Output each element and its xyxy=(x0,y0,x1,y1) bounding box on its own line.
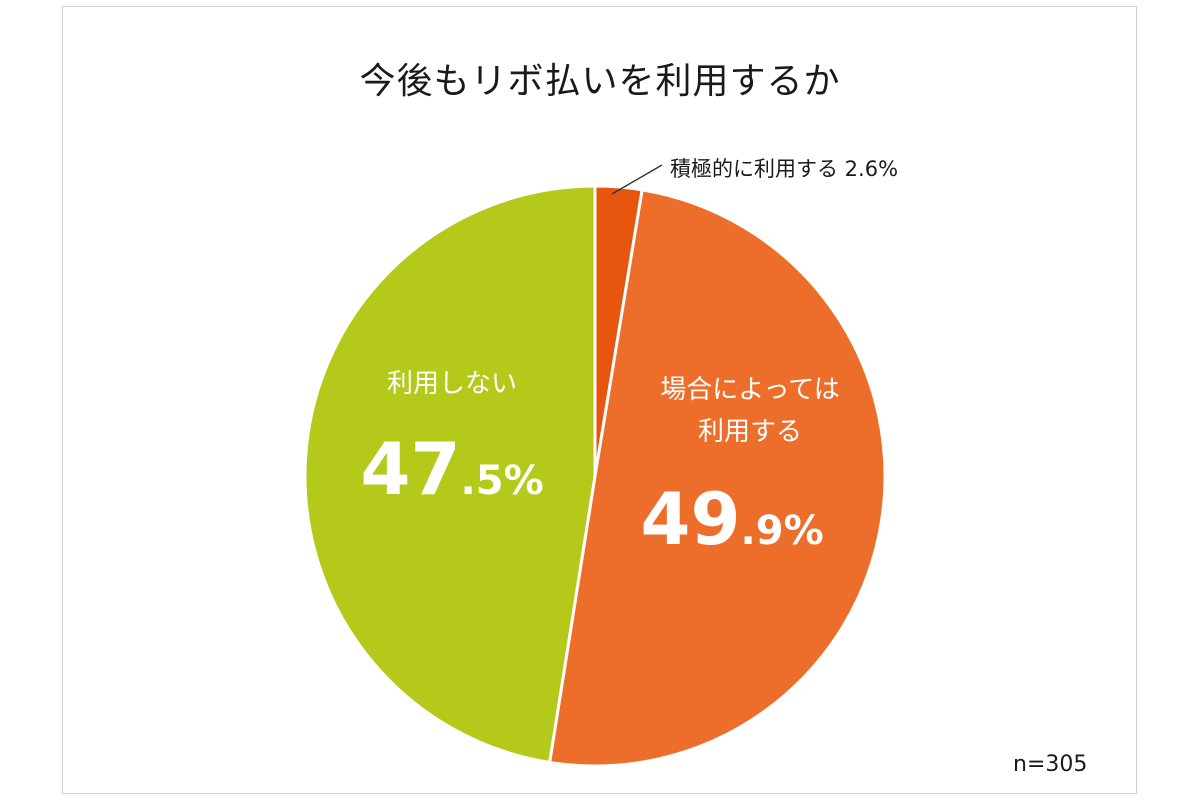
chart-title: 今後もリボ払いを利用するか xyxy=(359,61,841,102)
slice-value-label: 47.5% xyxy=(360,427,543,511)
slice-value-small: .9% xyxy=(741,508,824,554)
slice-label-line: 場合によっては xyxy=(660,375,839,405)
slice-label-callout: 積極的に利用する 2.6% xyxy=(670,157,898,181)
slice-value-big: 49 xyxy=(640,477,740,561)
slice-value-label: 49.9% xyxy=(640,477,823,561)
pie-slice xyxy=(303,184,597,765)
slice-value-big: 47 xyxy=(360,427,460,511)
pie-slice xyxy=(547,188,887,768)
slice-label-line: 利用しない xyxy=(387,369,517,399)
slice-label-line: 利用する xyxy=(698,417,802,447)
slice-label-group: 場合によっては 利用する 49.9% xyxy=(640,375,839,561)
sample-size-label: n=305 xyxy=(1013,752,1088,777)
slice-value-small: .5% xyxy=(461,458,544,504)
slice-label-group: 利用しない 47.5% xyxy=(360,369,543,511)
callout-leader-line xyxy=(611,164,663,195)
